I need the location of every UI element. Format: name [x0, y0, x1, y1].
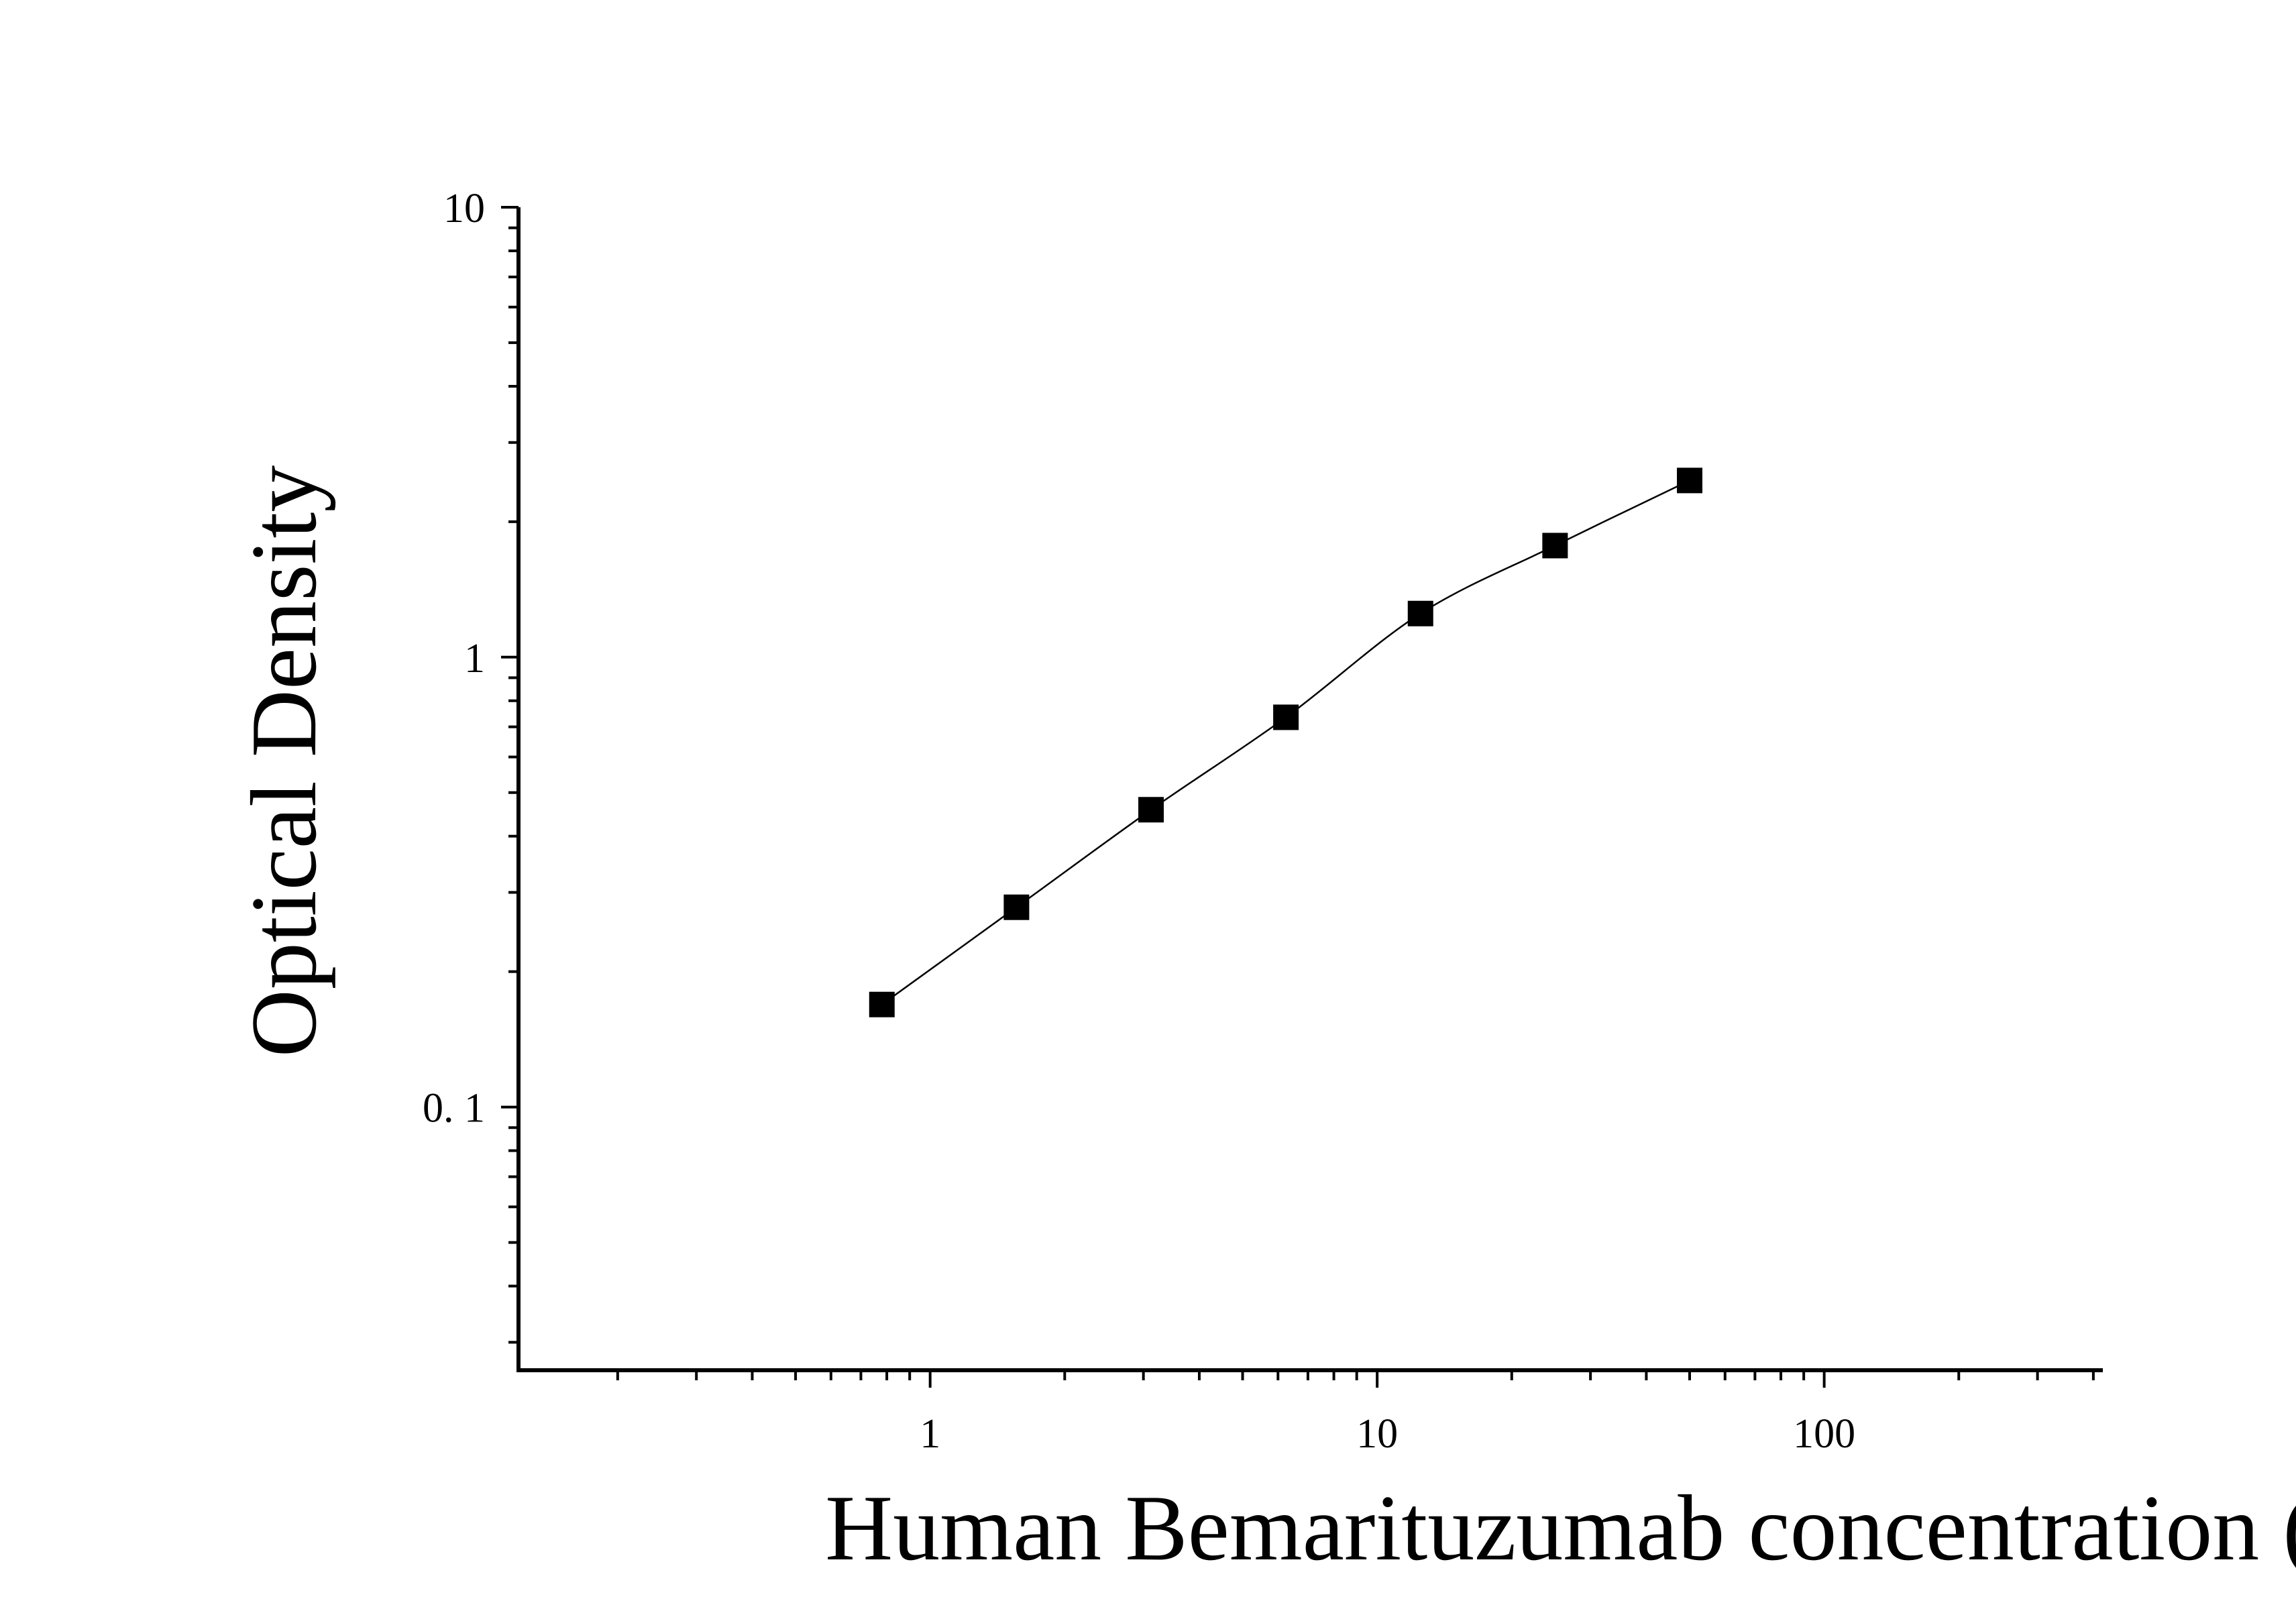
y-axis-title: Optical Density [232, 465, 336, 1058]
fit-curve-layer [881, 480, 1690, 1005]
fit-curve [881, 480, 1690, 1005]
axes [501, 206, 2103, 1388]
data-point [869, 991, 895, 1017]
data-point [1542, 533, 1568, 559]
data-points [869, 467, 1702, 1017]
x-axis-title: Human Bemarituzumab concentration (ng/mL… [825, 1476, 2296, 1580]
x-tick-label: 1 [920, 1411, 940, 1457]
data-point [1676, 467, 1702, 494]
y-tick-label: 10 [443, 186, 485, 231]
data-point [1273, 704, 1299, 730]
data-point [1003, 894, 1030, 920]
data-point [1138, 797, 1164, 823]
y-tick-label: 0. 1 [423, 1086, 485, 1131]
tick-labels: 1 10 100 10 1 0. 1 [423, 186, 1855, 1457]
x-tick-label: 10 [1356, 1411, 1398, 1457]
x-tick-label: 100 [1793, 1411, 1855, 1457]
data-point [1407, 600, 1433, 626]
y-tick-label: 1 [464, 636, 485, 681]
